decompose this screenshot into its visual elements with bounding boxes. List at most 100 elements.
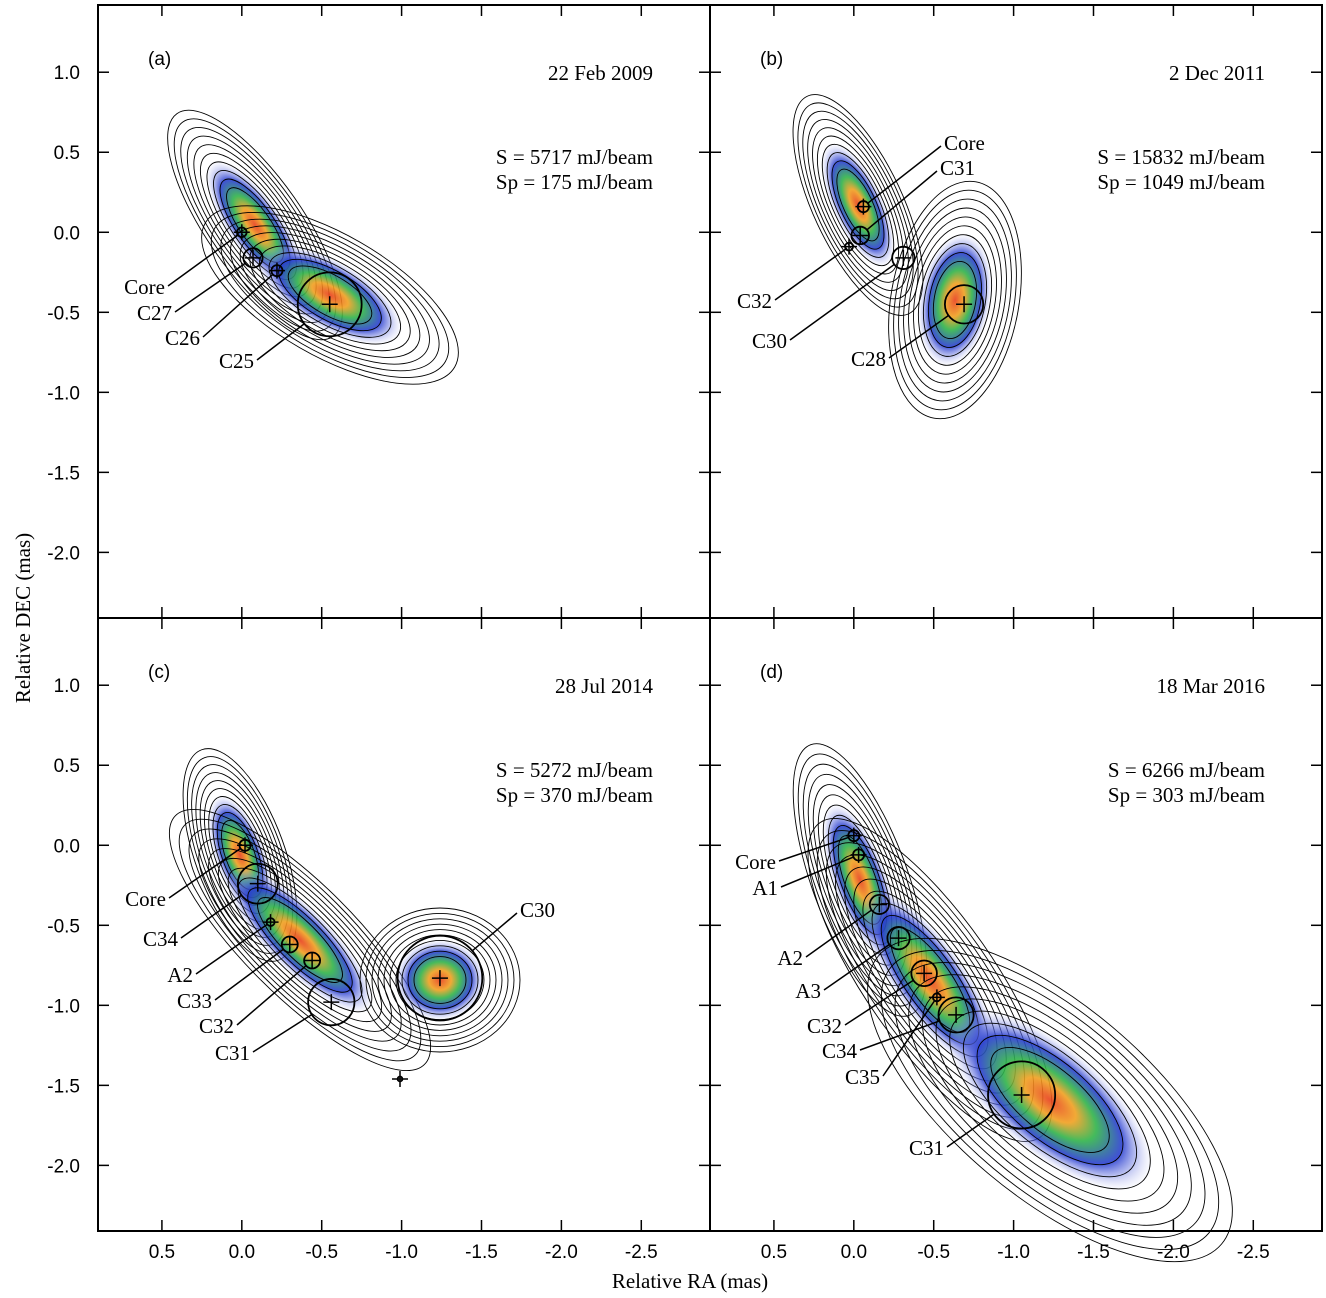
x-tick-label: -2.5 (1237, 1242, 1270, 1263)
component-cross (1013, 1086, 1030, 1103)
contour (821, 143, 895, 267)
contour (383, 929, 497, 1031)
component-cross (871, 896, 888, 913)
x-tick-label: 0.0 (841, 1242, 867, 1263)
leader-line (471, 912, 518, 952)
contour (888, 180, 1022, 420)
component-label: Core (735, 850, 776, 874)
component-label: C30 (752, 329, 787, 353)
leader-line (789, 263, 895, 341)
date: 18 Mar 2016 (1157, 674, 1266, 698)
component-cross (852, 227, 869, 244)
component-cross (850, 846, 867, 863)
contour (962, 1022, 1138, 1178)
y-tick-label: -2.0 (47, 1156, 80, 1177)
component-cross (321, 296, 338, 313)
component-label: C32 (737, 289, 772, 313)
component (886, 926, 911, 951)
component-cross (845, 827, 862, 844)
contour (249, 238, 411, 352)
annotation: Sp = 303 mJ/beam (1108, 783, 1265, 807)
component-cross (948, 1006, 965, 1023)
x-tick-label: -1.0 (385, 1242, 418, 1263)
contour (201, 205, 459, 385)
contour (365, 912, 515, 1048)
component (307, 978, 356, 1027)
contour (932, 260, 978, 340)
component-label: C27 (137, 301, 172, 325)
y-tick-label: 1.0 (54, 63, 80, 84)
contour (935, 998, 1165, 1202)
panel-label: (b) (760, 49, 783, 70)
contour (239, 232, 421, 358)
annotation: S = 5272 mJ/beam (496, 758, 653, 782)
contour (168, 808, 432, 1072)
contour (923, 243, 987, 357)
component-label: C34 (143, 927, 179, 951)
contour (268, 252, 392, 338)
component (396, 934, 484, 1022)
leader-line (805, 909, 873, 958)
date: 28 Jul 2014 (555, 674, 654, 698)
date: 2 Dec 2011 (1169, 61, 1265, 85)
emission (947, 1009, 1153, 1191)
y-tick-label: 0.5 (54, 756, 80, 777)
emission (257, 244, 403, 346)
contour (894, 962, 1206, 1238)
component-cross (323, 994, 340, 1011)
contour (371, 918, 509, 1042)
component-label: A2 (777, 946, 803, 970)
contour (287, 265, 373, 325)
component-label: A3 (795, 979, 821, 1003)
contour (918, 234, 992, 366)
panel-frame (709, 617, 1323, 1232)
contour (178, 818, 422, 1062)
x-tick-label: -1.5 (465, 1242, 498, 1263)
contour (867, 937, 1233, 1263)
contour (359, 907, 521, 1053)
component-cross (956, 296, 973, 313)
leader-line (202, 273, 274, 338)
panel-label: (a) (148, 49, 171, 70)
emission (917, 233, 993, 367)
contour (908, 974, 1192, 1226)
component (910, 959, 938, 987)
component-cross (244, 249, 261, 266)
component-cross (237, 837, 254, 854)
contour (976, 1034, 1124, 1166)
contour (898, 198, 1012, 402)
component-label: C32 (199, 1014, 234, 1038)
annotation: S = 15832 mJ/beam (1097, 145, 1265, 169)
leader-line (167, 234, 239, 287)
panel-frame (97, 617, 711, 1232)
annotation: S = 6266 mJ/beam (1108, 758, 1265, 782)
x-tick-label: -0.5 (917, 1242, 950, 1263)
y-tick-label: 0.0 (54, 223, 80, 244)
x-tick-label: -1.0 (997, 1242, 1030, 1263)
contour (921, 986, 1179, 1214)
leader-line (195, 923, 268, 975)
leader-line (236, 965, 307, 1026)
component-label: Core (944, 131, 985, 155)
annotation: Sp = 370 mJ/beam (496, 783, 653, 807)
leader-line (823, 943, 890, 991)
leader-line (252, 1013, 313, 1053)
contour (220, 218, 440, 372)
panel-label: (c) (148, 662, 170, 683)
panel-frame (709, 4, 1323, 619)
contour (247, 887, 353, 993)
annotation: Sp = 175 mJ/beam (496, 170, 653, 194)
component (850, 225, 870, 246)
contour (990, 1047, 1110, 1153)
contour (903, 207, 1007, 393)
y-tick-label: -1.0 (47, 383, 80, 404)
leader-line (256, 323, 305, 361)
component (937, 996, 975, 1034)
y-tick-label: 0.0 (54, 836, 80, 857)
component-label: Core (124, 275, 165, 299)
x-axis-label: Relative RA (mas) (612, 1269, 768, 1293)
x-tick-label: 0.5 (761, 1242, 787, 1263)
component-label: C26 (165, 326, 200, 350)
contour (797, 102, 919, 308)
contour (802, 110, 914, 300)
